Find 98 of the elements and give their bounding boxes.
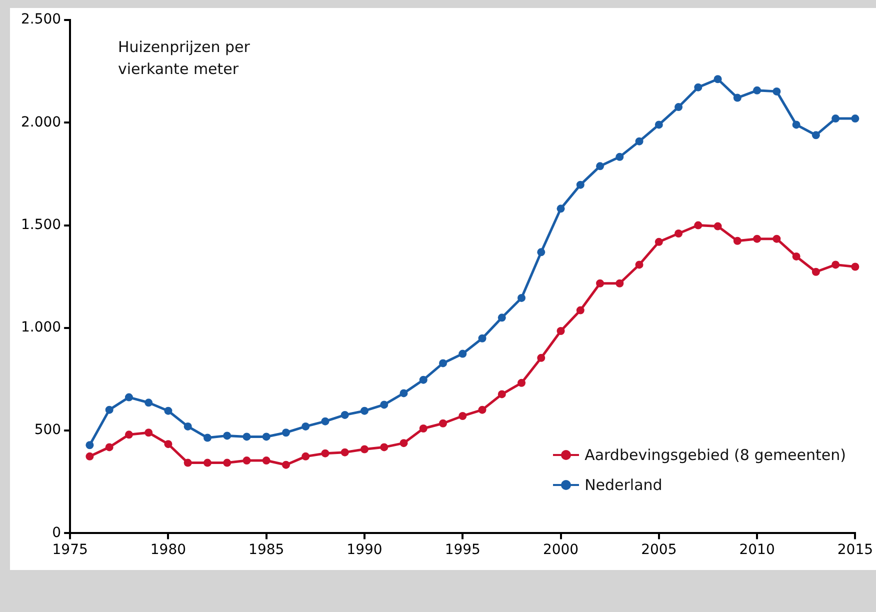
legend-label: Nederland (584, 476, 662, 494)
point (518, 294, 526, 302)
point (733, 236, 742, 245)
x-tick-label: 2010 (739, 542, 775, 558)
y-axis-title: Huizenprijzen per vierkante meter (118, 37, 251, 80)
point (419, 376, 428, 384)
point (498, 390, 506, 398)
point (596, 279, 604, 288)
point (321, 417, 330, 426)
point (282, 428, 290, 437)
point (124, 393, 133, 402)
point (105, 406, 114, 414)
point (772, 234, 781, 243)
point (576, 306, 584, 314)
legend-label: Aardbevingsgebied (8 gemeenten) (584, 446, 846, 464)
point (812, 268, 820, 276)
point (203, 458, 212, 467)
point (184, 458, 192, 467)
point (714, 222, 722, 230)
y-tick-label: 2.000 (20, 114, 62, 130)
x-tick-label: 1975 (52, 542, 88, 558)
point (380, 400, 388, 409)
x-tick-label: 1990 (346, 542, 382, 558)
y-tick-label: 1.500 (20, 216, 62, 233)
point (714, 75, 722, 84)
point (144, 398, 153, 407)
point (321, 449, 330, 458)
point (733, 94, 742, 102)
point (478, 406, 486, 414)
x-tick-label: 2015 (837, 542, 874, 558)
point (832, 260, 840, 269)
point (105, 443, 114, 452)
point (792, 120, 800, 129)
point (86, 441, 94, 450)
point (674, 229, 683, 238)
point (635, 137, 644, 146)
x-tick-label: 1995 (444, 542, 480, 558)
point (262, 432, 270, 441)
point (616, 152, 624, 161)
point (772, 87, 781, 96)
point (223, 458, 232, 467)
point (576, 180, 584, 189)
point (792, 252, 800, 260)
point (458, 412, 467, 420)
point (654, 120, 663, 129)
point (851, 262, 860, 271)
point (753, 234, 762, 243)
point (537, 354, 546, 362)
point (753, 86, 762, 94)
point (282, 460, 290, 469)
point (242, 432, 251, 441)
point (419, 424, 428, 433)
x-tick-label: 2000 (542, 542, 579, 558)
point (360, 445, 368, 454)
point (124, 430, 133, 439)
point (242, 456, 251, 465)
point (439, 419, 448, 428)
point (223, 432, 232, 440)
point (635, 260, 644, 269)
point (832, 114, 840, 123)
point (340, 410, 349, 419)
point (596, 162, 604, 170)
point (164, 406, 172, 415)
point (86, 452, 94, 460)
point (674, 103, 683, 112)
y-tick-label: 0 (52, 524, 62, 541)
point (262, 456, 270, 465)
y-tick-label: 2.500 (20, 12, 62, 28)
point (184, 422, 192, 430)
point (340, 448, 349, 456)
point (302, 452, 310, 460)
point (380, 443, 388, 452)
point (812, 131, 820, 140)
point (400, 389, 408, 398)
point (556, 204, 565, 213)
point (400, 439, 408, 448)
y-tick-label: 1.000 (20, 320, 62, 336)
point (694, 221, 702, 230)
point (498, 314, 506, 322)
point (616, 279, 624, 288)
point (144, 428, 153, 437)
point (518, 378, 526, 387)
x-tick-label: 1980 (150, 542, 186, 558)
x-tick-label: 2005 (641, 542, 677, 558)
point (458, 350, 467, 358)
point (694, 83, 702, 92)
point (203, 434, 212, 442)
point (360, 406, 368, 415)
point (439, 359, 448, 368)
point (537, 248, 546, 256)
point (478, 334, 486, 342)
point (851, 114, 860, 123)
point (556, 327, 565, 335)
point (302, 422, 310, 430)
y-tick-label: 500 (34, 422, 62, 438)
point (164, 440, 172, 448)
x-tick-label: 1985 (248, 542, 284, 558)
point (654, 238, 663, 246)
